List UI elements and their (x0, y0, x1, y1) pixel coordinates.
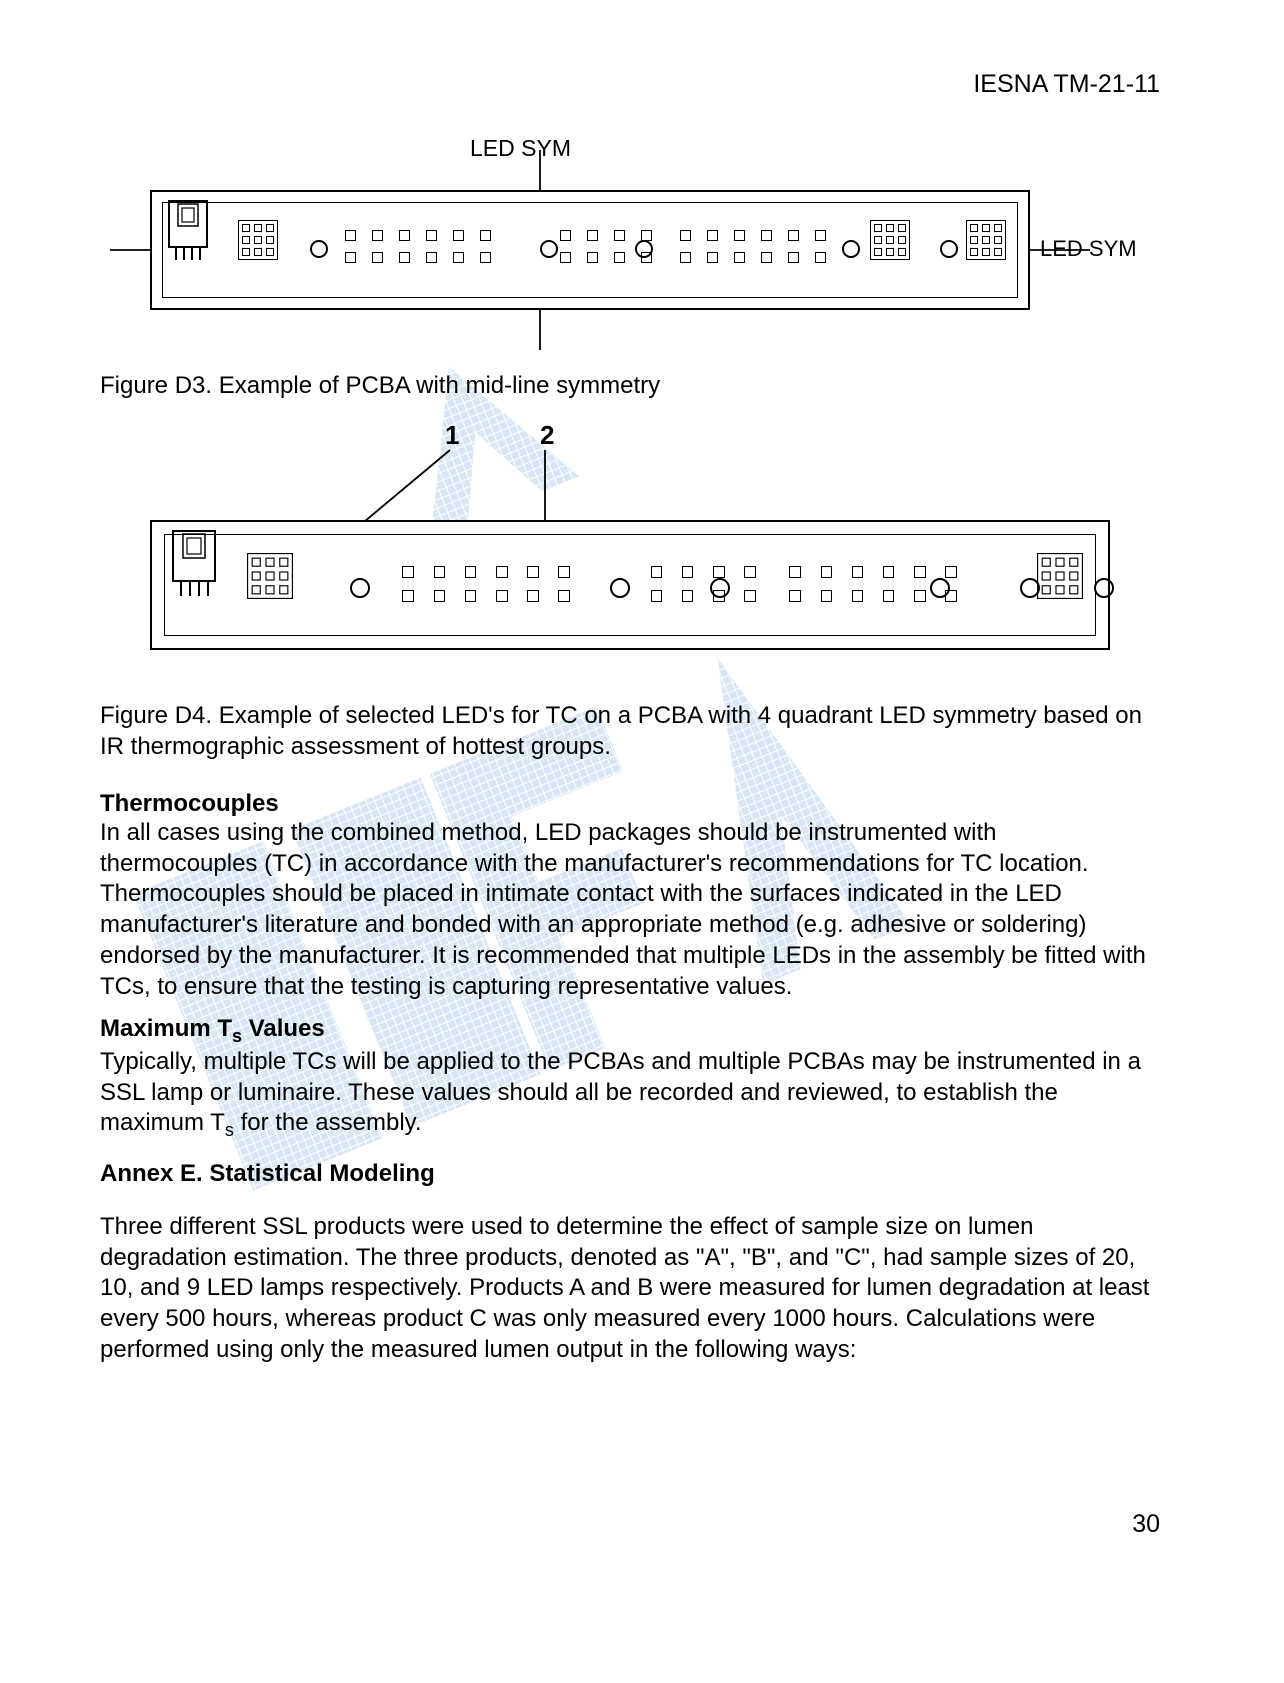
led-icon (614, 252, 625, 263)
figure-d3-caption: Figure D3. Example of PCBA with mid-line… (100, 370, 660, 401)
led-icon (527, 590, 539, 602)
heading-suffix: Values (242, 1015, 325, 1042)
mount-hole-icon (940, 240, 958, 258)
led-icon (883, 566, 895, 578)
led-icon (707, 230, 718, 241)
led-icon (560, 252, 571, 263)
heading-sub: s (232, 1026, 242, 1046)
heading-prefix: Maximum T (100, 1015, 232, 1042)
led-icon (641, 252, 652, 263)
led-icon (480, 252, 491, 263)
led-icon (558, 566, 570, 578)
led-icon (345, 252, 356, 263)
led-icon (883, 590, 895, 602)
figure-d4-caption: Figure D4. Example of selected LED's for… (100, 700, 1160, 762)
led-icon (496, 590, 508, 602)
led-icon (734, 252, 745, 263)
led-icon (641, 230, 652, 241)
led-icon (682, 590, 694, 602)
led-icon (788, 252, 799, 263)
pad-group (247, 553, 293, 599)
led-icon (587, 252, 598, 263)
led-icon (707, 252, 718, 263)
mount-hole-icon (1020, 578, 1040, 598)
led-icon (426, 252, 437, 263)
pcba-board-inner (164, 534, 1096, 636)
mount-hole-icon (350, 578, 370, 598)
led-icon (945, 566, 957, 578)
led-icon (399, 230, 410, 241)
led-icon (789, 566, 801, 578)
pad-group (870, 220, 910, 260)
led-icon (815, 230, 826, 241)
heading-max-ts: Maximum Ts Values (100, 1015, 1160, 1047)
led-icon (453, 230, 464, 241)
led-icon (821, 590, 833, 602)
led-icon (852, 590, 864, 602)
heading-thermocouples: Thermocouples (100, 790, 1160, 818)
led-icon (789, 590, 801, 602)
section-max-ts: Maximum Ts Values Typically, multiple TC… (100, 1015, 1160, 1142)
led-icon (744, 590, 756, 602)
led-icon (345, 230, 356, 241)
led-icon (560, 230, 571, 241)
pad-group (238, 220, 278, 260)
section-thermocouples: Thermocouples In all cases using the com… (100, 790, 1160, 1002)
led-icon (434, 590, 446, 602)
page-number: 30 (1132, 1510, 1160, 1539)
led-icon (945, 590, 957, 602)
led-icon (372, 230, 383, 241)
body-thermocouples: In all cases using the combined method, … (100, 818, 1160, 1002)
led-icon (558, 590, 570, 602)
mount-hole-icon (610, 578, 630, 598)
led-icon (815, 252, 826, 263)
led-icon (587, 230, 598, 241)
body-annex-e: Three different SSL products were used t… (100, 1212, 1160, 1366)
body-max-ts: Typically, multiple TCs will be applied … (100, 1047, 1160, 1142)
doc-id: IESNA TM-21-11 (973, 70, 1160, 99)
led-icon (680, 230, 691, 241)
fig-d3-label-right: LED SYM (1040, 236, 1137, 262)
led-icon (821, 566, 833, 578)
led-icon (680, 252, 691, 263)
body-suffix: for the assembly. (234, 1109, 422, 1136)
led-icon (465, 566, 477, 578)
mount-hole-icon (842, 240, 860, 258)
led-icon (761, 252, 772, 263)
heading-annex-e: Annex E. Statistical Modeling (100, 1160, 1160, 1188)
led-icon (402, 590, 414, 602)
led-icon (614, 230, 625, 241)
section-annex-e: Annex E. Statistical Modeling Three diff… (100, 1160, 1160, 1366)
led-icon (651, 566, 663, 578)
led-icon (496, 566, 508, 578)
body-sub: s (225, 1120, 234, 1140)
led-icon (453, 252, 464, 263)
led-icon (744, 566, 756, 578)
led-icon (651, 590, 663, 602)
led-icon (682, 566, 694, 578)
led-icon (480, 230, 491, 241)
led-icon (372, 252, 383, 263)
led-icon (734, 230, 745, 241)
led-icon (761, 230, 772, 241)
led-icon (914, 590, 926, 602)
led-icon (426, 230, 437, 241)
mount-hole-icon (1094, 578, 1114, 598)
led-icon (713, 566, 725, 578)
figure-d3-diagram: LED SYM (110, 190, 1170, 350)
mount-hole-icon (310, 240, 328, 258)
pad-group (1037, 553, 1083, 599)
pad-group (966, 220, 1006, 260)
led-icon (434, 566, 446, 578)
led-icon (399, 252, 410, 263)
led-icon (465, 590, 477, 602)
led-icon (527, 566, 539, 578)
led-icon (402, 566, 414, 578)
led-icon (852, 566, 864, 578)
led-icon (713, 590, 725, 602)
figure-d4-diagram: 1 2 (110, 450, 1170, 670)
led-icon (914, 566, 926, 578)
mount-hole-icon (540, 240, 558, 258)
led-icon (788, 230, 799, 241)
